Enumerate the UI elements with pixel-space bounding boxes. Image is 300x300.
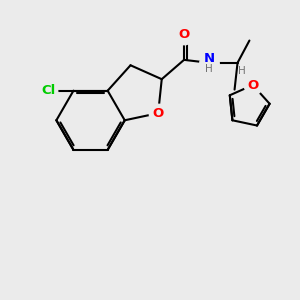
Text: H: H [206,64,213,74]
Text: Cl: Cl [41,84,55,97]
Text: N: N [204,52,215,65]
Text: O: O [247,79,258,92]
Text: O: O [152,107,164,120]
Text: H: H [238,66,246,76]
Text: O: O [178,28,190,41]
